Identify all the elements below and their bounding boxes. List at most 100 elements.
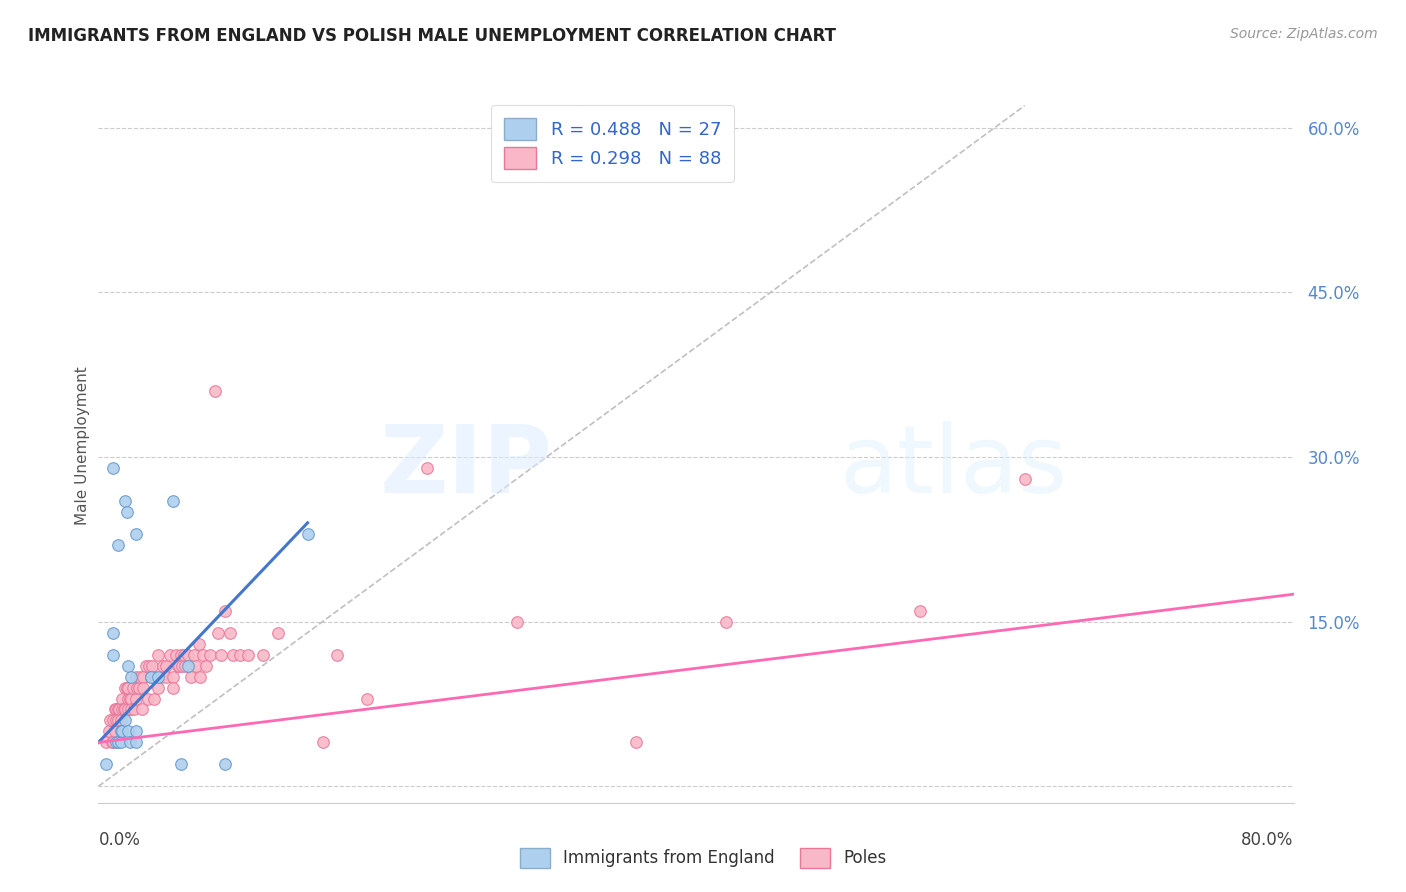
Point (103, 714, 125, 728)
Point (184, 658, 207, 673)
Point (125, 669, 148, 683)
Point (155, 669, 177, 683)
Point (191, 648, 214, 662)
Point (117, 724, 139, 739)
Point (908, 604, 931, 618)
Point (129, 669, 152, 683)
Point (162, 681, 184, 695)
Point (101, 735, 124, 749)
Legend: R = 0.488   N = 27, R = 0.298   N = 88: R = 0.488 N = 27, R = 0.298 N = 88 (491, 105, 734, 182)
Point (714, 615, 737, 629)
Point (166, 658, 188, 673)
Point (131, 702, 153, 716)
Point (120, 669, 142, 683)
Text: atlas: atlas (839, 421, 1067, 514)
Point (103, 648, 125, 662)
Point (124, 702, 146, 716)
Point (118, 691, 141, 706)
Point (108, 702, 131, 716)
Point (162, 669, 184, 683)
Point (125, 735, 148, 749)
Point (127, 681, 149, 695)
Point (125, 526, 148, 541)
Point (114, 714, 136, 728)
Point (214, 757, 236, 772)
Point (120, 702, 142, 716)
Point (177, 648, 200, 662)
Point (148, 648, 170, 662)
Point (148, 669, 170, 683)
Point (107, 735, 129, 749)
Point (209, 648, 232, 662)
Point (117, 691, 139, 706)
Point (194, 658, 218, 673)
Point (187, 637, 209, 651)
Point (111, 691, 134, 706)
Point (252, 648, 274, 662)
Point (125, 691, 148, 706)
Text: 0.0%: 0.0% (98, 831, 141, 849)
Point (110, 735, 132, 749)
Point (167, 658, 190, 673)
Point (114, 681, 136, 695)
Point (148, 681, 170, 695)
Point (200, 648, 222, 662)
Point (326, 648, 349, 662)
Point (111, 724, 134, 739)
Point (135, 658, 157, 673)
Point (236, 648, 259, 662)
Point (169, 757, 191, 772)
Point (105, 702, 128, 716)
Point (112, 702, 135, 716)
Point (104, 724, 127, 739)
Point (311, 735, 333, 749)
Point (103, 625, 125, 640)
Point (118, 735, 141, 749)
Text: IMMIGRANTS FROM ENGLAND VS POLISH MALE UNEMPLOYMENT CORRELATION CHART: IMMIGRANTS FROM ENGLAND VS POLISH MALE U… (28, 27, 837, 45)
Point (159, 648, 181, 662)
Point (115, 505, 138, 519)
Text: Source: ZipAtlas.com: Source: ZipAtlas.com (1230, 27, 1378, 41)
Point (1014, 472, 1036, 486)
Point (214, 604, 236, 618)
Point (139, 669, 162, 683)
Point (204, 384, 226, 398)
Point (110, 714, 132, 728)
Point (107, 714, 129, 728)
Point (136, 691, 159, 706)
Point (132, 669, 155, 683)
Point (103, 461, 125, 475)
Point (97, 724, 120, 739)
Point (115, 681, 138, 695)
Point (165, 648, 187, 662)
Point (105, 735, 128, 749)
Point (173, 648, 195, 662)
Point (121, 681, 143, 695)
Point (128, 681, 150, 695)
Point (150, 669, 173, 683)
Point (162, 494, 184, 508)
Point (139, 669, 162, 683)
Point (297, 526, 319, 541)
Point (177, 658, 200, 673)
Point (183, 648, 205, 662)
Point (356, 691, 378, 706)
Legend: Immigrants from England, Poles: Immigrants from England, Poles (513, 841, 893, 875)
Point (141, 658, 163, 673)
Point (229, 648, 252, 662)
Point (120, 691, 142, 706)
Point (267, 625, 290, 640)
Point (111, 702, 134, 716)
Point (132, 681, 155, 695)
Point (114, 702, 136, 716)
Point (219, 625, 242, 640)
Point (138, 658, 160, 673)
Point (117, 658, 139, 673)
Point (222, 648, 245, 662)
Point (107, 702, 129, 716)
Point (117, 681, 139, 695)
Point (142, 691, 165, 706)
Y-axis label: Male Unemployment: Male Unemployment (75, 367, 90, 525)
Point (143, 669, 166, 683)
Point (624, 735, 647, 749)
